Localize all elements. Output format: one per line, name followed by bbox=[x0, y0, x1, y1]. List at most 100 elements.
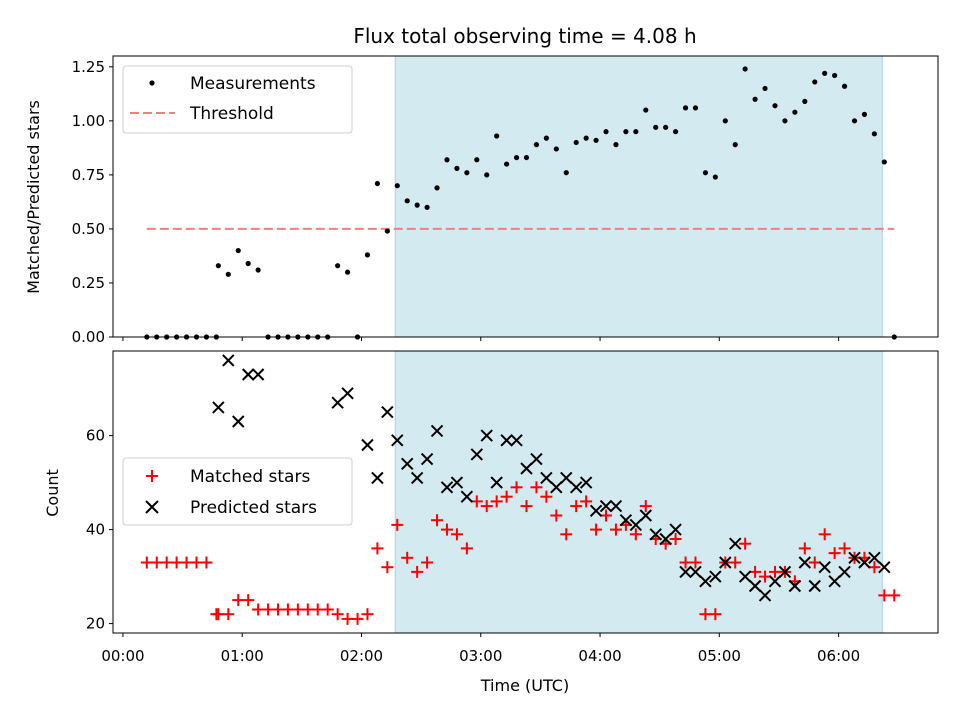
predicted-star-point bbox=[649, 528, 662, 541]
x-tick-label: 06:00 bbox=[817, 647, 860, 665]
y-tick-label: 0.00 bbox=[72, 328, 105, 346]
measurement-point bbox=[464, 170, 470, 176]
measurements-legend-marker bbox=[149, 80, 155, 86]
measurement-point bbox=[533, 142, 540, 148]
predicted-star-point bbox=[589, 504, 603, 518]
predicted-star-point bbox=[848, 551, 861, 565]
bottom-legend-box bbox=[122, 457, 353, 526]
measurement-point bbox=[384, 228, 390, 234]
measurement-point bbox=[583, 135, 589, 141]
predicted-star-point bbox=[659, 532, 672, 546]
predicted-star-point bbox=[579, 476, 593, 489]
matched-star-point bbox=[550, 509, 563, 522]
measurement-point bbox=[792, 109, 798, 115]
measurement-point bbox=[772, 103, 778, 109]
predicted-star-point bbox=[619, 513, 633, 527]
predicted-star-point bbox=[510, 434, 523, 447]
predicted-star-point bbox=[550, 481, 563, 494]
y-tick-label: 0.25 bbox=[72, 274, 105, 292]
bottom-panel-frame bbox=[112, 350, 939, 634]
predicted-star-point bbox=[778, 565, 792, 579]
measurement-point bbox=[822, 70, 828, 76]
top-y-axis-label: Matched/Predicted stars bbox=[24, 100, 43, 294]
predicted-star-point bbox=[609, 499, 623, 513]
matched-star-point bbox=[391, 518, 404, 531]
matched-star-point bbox=[361, 608, 374, 621]
measurement-point bbox=[444, 157, 450, 163]
measurement-point bbox=[235, 247, 241, 254]
matched-star-point bbox=[450, 528, 463, 541]
top-panel-frame bbox=[112, 55, 939, 338]
measurement-point bbox=[643, 107, 649, 113]
bottom-x-axis: 00:00 01:00 02:00 03:00 04:00 05:00 06:00 bbox=[101, 633, 860, 665]
predicted-star-point bbox=[391, 434, 404, 447]
measurements-legend-label: Measurements bbox=[190, 74, 316, 94]
measurement-point bbox=[871, 131, 877, 137]
predicted-stars-series bbox=[212, 354, 891, 602]
measurement-point bbox=[802, 98, 808, 104]
predicted-star-point bbox=[222, 354, 235, 367]
predicted-star-point bbox=[858, 556, 871, 569]
predicted-star-point bbox=[331, 396, 344, 409]
measurement-point bbox=[335, 263, 341, 269]
predicted-star-point bbox=[868, 551, 881, 565]
measurement-point bbox=[692, 105, 699, 111]
matched-star-point bbox=[798, 542, 811, 555]
bottom-y-axis-label: Count bbox=[43, 469, 62, 517]
matched-star-point bbox=[500, 490, 513, 503]
matched-star-point bbox=[411, 565, 424, 578]
measurement-point bbox=[812, 79, 818, 85]
matched-star-point bbox=[739, 537, 752, 550]
predicted-star-point bbox=[251, 368, 265, 381]
predicted-stars-legend-marker bbox=[145, 500, 159, 514]
predicted-star-point bbox=[500, 434, 513, 447]
y-tick-label: 1.25 bbox=[72, 58, 105, 76]
matched-star-point bbox=[818, 528, 831, 541]
matched-star-point bbox=[590, 523, 603, 536]
measurement-point bbox=[474, 157, 480, 163]
matched-star-point bbox=[331, 608, 344, 621]
measurement-point bbox=[682, 105, 689, 111]
matched-star-point bbox=[629, 528, 642, 541]
x-axis-label: Time (UTC) bbox=[480, 676, 569, 695]
measurement-point bbox=[504, 161, 510, 167]
matched-star-point bbox=[431, 514, 444, 527]
predicted-star-point bbox=[709, 570, 722, 583]
measurement-point bbox=[434, 185, 440, 191]
threshold-legend-label: Threshold bbox=[189, 104, 274, 124]
matched-star-point bbox=[200, 556, 213, 569]
predicted-star-point bbox=[480, 429, 493, 442]
top-legend: Measurements Threshold bbox=[122, 65, 353, 134]
matched-star-point bbox=[609, 523, 622, 536]
predicted-star-point bbox=[420, 452, 434, 466]
matched-star-point bbox=[510, 481, 523, 494]
measurement-point bbox=[394, 183, 400, 189]
bottom-y-axis: 20 40 60 bbox=[86, 427, 113, 633]
x-tick-label: 01:00 bbox=[221, 647, 264, 665]
predicted-star-point bbox=[798, 556, 812, 569]
bottom-panel-shading bbox=[394, 350, 883, 634]
matched-star-point bbox=[540, 490, 553, 503]
predicted-star-point bbox=[679, 565, 692, 579]
matched-star-point bbox=[580, 495, 593, 508]
x-tick-label: 03:00 bbox=[459, 647, 502, 665]
measurement-point bbox=[653, 124, 659, 130]
chart-title: Flux total observing time = 4.08 h bbox=[353, 24, 696, 48]
predicted-star-point bbox=[450, 476, 464, 489]
matched-star-point bbox=[520, 500, 533, 513]
measurement-point bbox=[404, 198, 410, 204]
measurement-point bbox=[494, 133, 500, 139]
predicted-star-point bbox=[729, 537, 742, 550]
measurement-point bbox=[215, 263, 221, 269]
predicted-stars-legend-label: Predicted stars bbox=[190, 498, 317, 518]
predicted-star-point bbox=[520, 462, 533, 475]
predicted-star-point bbox=[430, 424, 444, 438]
predicted-star-point bbox=[560, 471, 573, 485]
measurement-point bbox=[762, 85, 768, 92]
predicted-star-point bbox=[470, 448, 484, 461]
y-tick-label: 60 bbox=[86, 427, 105, 445]
matched-star-point bbox=[639, 500, 652, 513]
measurement-point bbox=[513, 154, 520, 161]
predicted-star-point bbox=[768, 575, 782, 588]
matched-stars-legend-label: Matched stars bbox=[190, 467, 310, 487]
